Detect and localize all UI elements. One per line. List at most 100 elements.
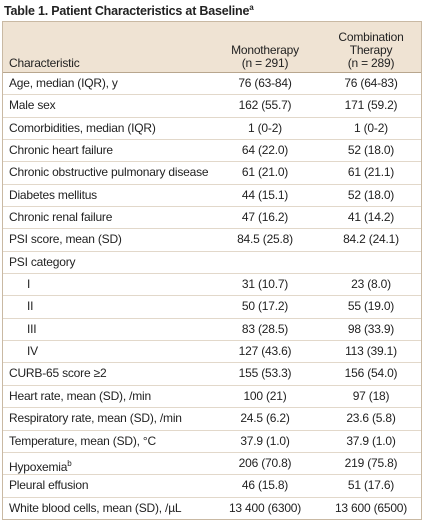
table-row: CURB-65 score ≥2 155 (53.3) 156 (54.0) bbox=[3, 363, 421, 386]
row-label: III bbox=[27, 319, 37, 340]
label-text: Diabetes mellitus bbox=[9, 187, 97, 202]
combo-cell: 51 (17.6) bbox=[347, 478, 395, 493]
row-label: Chronic heart failure bbox=[9, 140, 113, 161]
header-line: Monotherapy bbox=[231, 43, 299, 57]
row-label: Hypoxemiab bbox=[9, 453, 72, 478]
mono-cell: 44 (15.1) bbox=[241, 187, 289, 202]
mono-cell: 46 (15.8) bbox=[241, 478, 289, 493]
mono-cell: 76 (63-84) bbox=[238, 76, 292, 90]
label-text: Chronic renal failure bbox=[9, 210, 113, 225]
combo-cell: 1 (0-2) bbox=[354, 120, 388, 135]
mono-cell: 155 (53.3) bbox=[238, 366, 292, 381]
header-cell: Monotherapy (n = 291) bbox=[203, 44, 327, 70]
table-row: Pleural effusion 46 (15.8) 51 (17.6) bbox=[3, 475, 421, 498]
label-text: Temperature, mean (SD), °C bbox=[9, 433, 156, 448]
row-label: PSI score, mean (SD) bbox=[9, 229, 122, 250]
combo-cell: 13 600 (6500) bbox=[334, 500, 408, 515]
row-label: Heart rate, mean (SD), /min bbox=[9, 386, 151, 407]
header-cell: Characteristic bbox=[9, 56, 80, 70]
combo-cell: 171 (59.2) bbox=[344, 98, 398, 113]
row-label: PSI category bbox=[9, 252, 76, 273]
combo-cell: 113 (39.1) bbox=[345, 344, 397, 359]
row-label: Comorbidities, median (IQR) bbox=[9, 118, 156, 139]
table-row: PSI category bbox=[3, 252, 421, 275]
label-text: Respiratory rate, mean (SD), /min bbox=[9, 411, 182, 426]
label-text: Hypoxemia bbox=[9, 459, 68, 474]
mono-cell: 1 (0-2) bbox=[248, 120, 282, 135]
row-label: Male sex bbox=[9, 95, 56, 116]
mono-cell: 83 (28.5) bbox=[241, 321, 289, 336]
row-label: Diabetes mellitus bbox=[9, 185, 97, 206]
mono-cell: 13 400 (6300) bbox=[228, 500, 302, 515]
label-text: IV bbox=[27, 344, 38, 359]
row-label: Temperature, mean (SD), °C bbox=[9, 431, 156, 452]
combo-cell: 23 (8.0) bbox=[351, 277, 391, 292]
label-text: Chronic obstructive pulmonary disease bbox=[9, 165, 209, 180]
mono-cell: 100 (21) bbox=[243, 388, 287, 403]
combo-cell: 98 (33.9) bbox=[347, 321, 395, 336]
label-text: CURB-65 score ≥2 bbox=[9, 366, 107, 381]
header-line: (n = 291) bbox=[241, 56, 289, 70]
row-label: Chronic obstructive pulmonary disease bbox=[9, 162, 209, 183]
mono-cell: 47 (16.2) bbox=[241, 210, 289, 225]
label-text: Comorbidities, median (IQR) bbox=[9, 120, 156, 135]
table-title: Table 1. Patient Characteristics at Base… bbox=[4, 3, 254, 18]
footnote-marker: b bbox=[67, 458, 72, 468]
combo-cell: 84.2 (24.1) bbox=[343, 232, 399, 247]
label-text: III bbox=[27, 321, 37, 336]
page: Table 1. Patient Characteristics at Base… bbox=[2, 3, 422, 520]
label-text: Heart rate, mean (SD), /min bbox=[9, 388, 151, 403]
table-row: Age, median (IQR), y 76 (63-84) 76 (64-83) bbox=[3, 73, 421, 96]
mono-cell: 50 (17.2) bbox=[241, 299, 289, 314]
table-row: Temperature, mean (SD), °C 37.9 (1.0) 37.9… bbox=[3, 431, 421, 453]
table-row: White blood cells, mean (SD), /µL 13 400 … bbox=[3, 498, 421, 519]
header-line: Therapy bbox=[349, 43, 393, 57]
table-row: Diabetes mellitus 44 (15.1) 52 (18.0) bbox=[3, 185, 421, 208]
mono-cell: 31 (10.7) bbox=[241, 277, 289, 292]
row-label: Age, median (IQR), y bbox=[9, 73, 118, 94]
mono-cell: 206 (70.8) bbox=[238, 455, 292, 470]
label-text: White blood cells, mean (SD), /µL bbox=[9, 500, 182, 515]
table-header: Characteristic Monotherapy (n = 291) Comb… bbox=[3, 22, 421, 73]
header-cell: Combination Therapy (n = 289) bbox=[321, 31, 421, 70]
title-footnote: a bbox=[249, 3, 254, 12]
table-row: Chronic renal failure 47 (16.2) 41 (14.2) bbox=[3, 207, 421, 230]
combo-cell: 23.6 (5.8) bbox=[346, 411, 396, 426]
title-text: Table 1. Patient Characteristics at Base… bbox=[4, 4, 250, 19]
row-label: II bbox=[27, 296, 33, 317]
combo-cell: 37.9 (1.0) bbox=[346, 433, 396, 448]
header-line: (n = 289) bbox=[347, 56, 395, 70]
combo-cell: 41 (14.2) bbox=[347, 210, 395, 225]
table-row: II 50 (17.2) 55 (19.0) bbox=[3, 296, 421, 319]
label-text: Chronic heart failure bbox=[9, 143, 113, 158]
table-row: IV 127 (43.6) 113 (39.1) bbox=[3, 341, 421, 364]
label-text: I bbox=[27, 277, 31, 292]
table-row: Hypoxemiab 206 (70.8) 219 (75.8) bbox=[3, 453, 421, 478]
label-text: Male sex bbox=[9, 98, 56, 113]
label-text: PSI category bbox=[9, 254, 76, 269]
header-line: Combination bbox=[338, 30, 404, 44]
combo-cell: 156 (54.0) bbox=[344, 366, 398, 381]
table: Characteristic Monotherapy (n = 291) Comb… bbox=[2, 21, 422, 520]
row-label: CURB-65 score ≥2 bbox=[9, 363, 107, 384]
combo-cell: 97 (18) bbox=[352, 388, 390, 403]
label-text: II bbox=[27, 299, 34, 314]
table-row: Heart rate, mean (SD), /min 100 (21) 97 (1… bbox=[3, 386, 421, 409]
mono-cell: 127 (43.6) bbox=[238, 344, 292, 359]
mono-cell: 61 (21.0) bbox=[241, 165, 289, 180]
table-row: Chronic obstructive pulmonary disease 61 … bbox=[3, 162, 421, 185]
mono-cell: 24.5 (6.2) bbox=[240, 411, 290, 426]
mono-cell: 84.5 (25.8) bbox=[237, 232, 293, 247]
row-label: Chronic renal failure bbox=[9, 207, 112, 228]
table-body: Age, median (IQR), y 76 (63-84) 76 (64-83)… bbox=[3, 73, 421, 519]
combo-cell: 52 (18.0) bbox=[347, 143, 395, 158]
combo-cell: 76 (64-83) bbox=[344, 76, 398, 90]
table-row: Respiratory rate, mean (SD), /min 24.5 (6… bbox=[3, 408, 421, 431]
table-row: Comorbidities, median (IQR) 1 (0-2) 1 (0-2… bbox=[3, 118, 421, 141]
row-label: Respiratory rate, mean (SD), /min bbox=[9, 408, 182, 429]
row-label: IV bbox=[27, 341, 38, 362]
table-row: III 83 (28.5) 98 (33.9) bbox=[3, 319, 421, 342]
mono-cell: 37.9 (1.0) bbox=[240, 433, 290, 448]
row-label: I bbox=[27, 274, 30, 295]
table-row: Male sex 162 (55.7) 171 (59.2) bbox=[3, 95, 421, 118]
